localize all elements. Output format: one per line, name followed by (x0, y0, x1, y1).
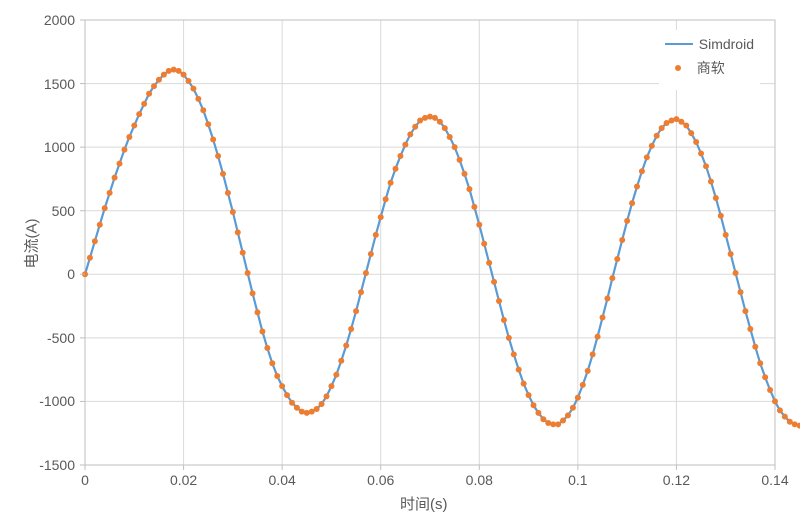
x-tick-label: 0.04 (262, 472, 302, 488)
x-tick-label: 0.06 (361, 472, 401, 488)
y-tick-label: 500 (52, 203, 75, 219)
x-tick-label: 0.02 (164, 472, 204, 488)
x-tick-label: 0.12 (656, 472, 696, 488)
y-tick-label: -1500 (39, 457, 75, 473)
y-tick-label: 1500 (44, 76, 75, 92)
y-tick-label: 1000 (44, 139, 75, 155)
x-tick-label: 0.08 (459, 472, 499, 488)
y-axis-label: 电流(A) (21, 218, 42, 268)
legend-item-shangruan: 商软 (665, 58, 754, 78)
y-tick-label: -1000 (39, 393, 75, 409)
x-tick-label: 0.1 (558, 472, 598, 488)
y-tick-label: 0 (67, 266, 75, 282)
y-tick-label: 2000 (44, 12, 75, 28)
x-tick-label: 0 (65, 472, 105, 488)
x-tick-label: 0.14 (755, 472, 795, 488)
legend-marker-swatch (675, 65, 681, 71)
legend-item-simdroid: Simdroid (665, 36, 754, 52)
legend-line-swatch (665, 43, 693, 45)
x-axis-label: 时间(s) (400, 493, 448, 514)
legend-label: 商软 (697, 58, 725, 78)
y-tick-label: -500 (47, 330, 75, 346)
legend: Simdroid 商软 (659, 30, 760, 90)
current-vs-time-chart: 电流(A) 时间(s) 0 0.02 0.04 0.06 0.08 0.1 0.12 0.14… (0, 0, 800, 520)
legend-label: Simdroid (699, 36, 754, 52)
